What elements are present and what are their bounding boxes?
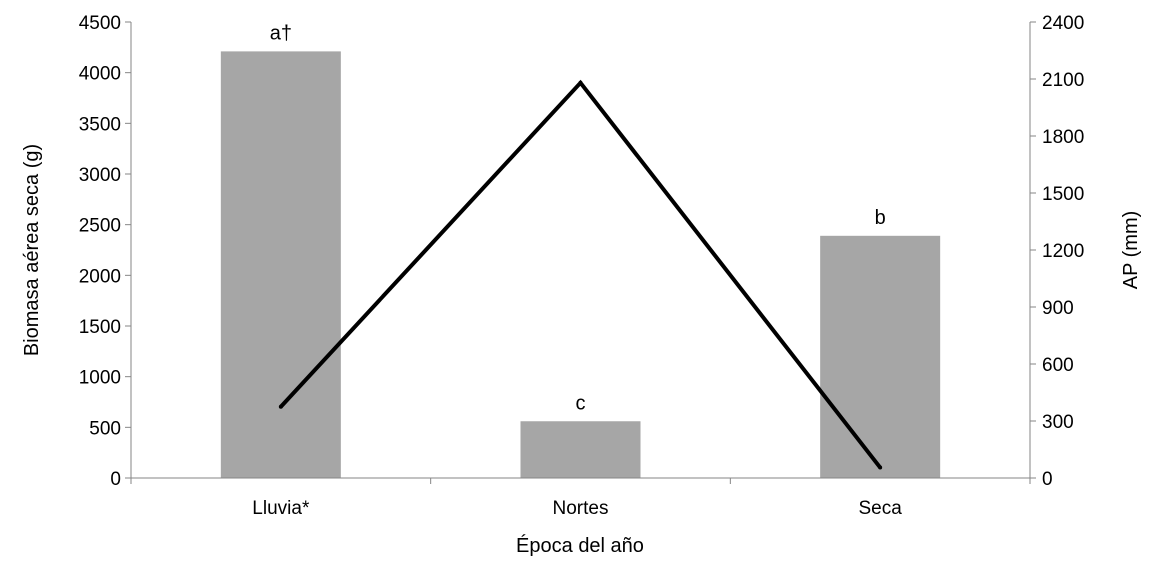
- y-tick-label-4: 2000: [79, 266, 121, 287]
- ap-point-0: [278, 404, 283, 409]
- y-tick-label-6: 3000: [79, 165, 121, 186]
- bar-0: [220, 51, 341, 479]
- plot-area: a†cb050010001500200025003000350040004500…: [79, 13, 1085, 519]
- y-tick-label-7: 3500: [79, 114, 121, 135]
- y2-tick-label-5: 1500: [1042, 184, 1084, 205]
- ap-point-2: [878, 465, 883, 470]
- y2-tick-label-2: 600: [1042, 355, 1074, 376]
- y2-tick-label-8: 2400: [1042, 13, 1084, 34]
- y-tick-label-8: 4000: [79, 64, 121, 85]
- x-axis-title: Época del año: [516, 534, 644, 557]
- y-tick-label-0: 0: [110, 469, 121, 490]
- bar-1: [520, 421, 641, 478]
- y2-tick-label-6: 1800: [1042, 127, 1084, 148]
- bar-label-2: b: [875, 207, 886, 229]
- y-tick-label-3: 1500: [79, 317, 121, 338]
- y2-tick-label-0: 0: [1042, 469, 1053, 490]
- y-tick-label-1: 500: [89, 418, 121, 439]
- y2-tick-label-1: 300: [1042, 412, 1074, 433]
- bar-label-1: c: [576, 392, 586, 414]
- y-tick-label-2: 1000: [79, 368, 121, 389]
- x-tick-label-0: Lluvia*: [252, 498, 310, 519]
- y2-tick-label-3: 900: [1042, 298, 1074, 319]
- y-tick-label-5: 2500: [79, 216, 121, 237]
- y2-tick-label-7: 2100: [1042, 70, 1084, 91]
- y-tick-label-9: 4500: [79, 13, 121, 34]
- y-axis-title: Biomasa aérea seca (g): [21, 144, 43, 356]
- x-tick-label-1: Nortes: [553, 498, 609, 519]
- y2-axis-title: AP (mm): [1120, 211, 1142, 290]
- x-tick-label-2: Seca: [859, 498, 903, 519]
- y2-tick-label-4: 1200: [1042, 241, 1084, 262]
- ap-point-1: [578, 80, 583, 85]
- bar-2: [820, 235, 941, 478]
- bar-label-0: a†: [270, 22, 292, 44]
